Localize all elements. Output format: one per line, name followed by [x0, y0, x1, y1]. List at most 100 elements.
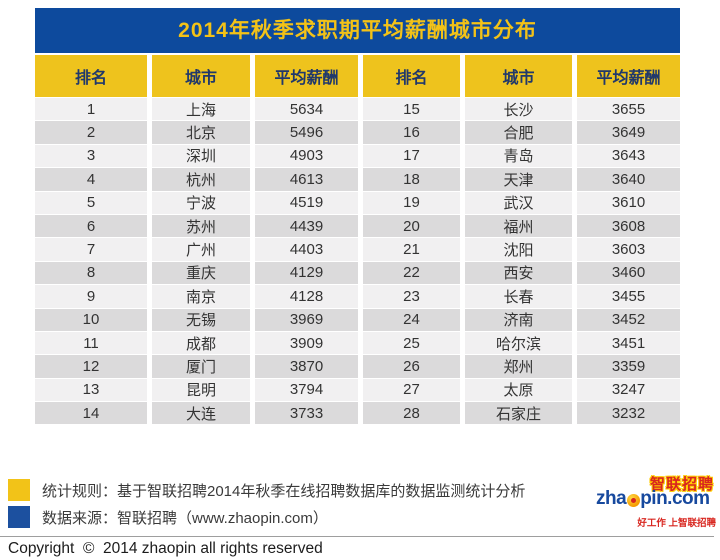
rank-cell: 2	[35, 121, 147, 144]
legend-source-text: 数据来源：智联招聘（www.zhaopin.com）	[42, 509, 328, 527]
city-cell: 沈阳	[465, 238, 572, 261]
table-grid: 排名 城市 平均薪酬 排名 城市 平均薪酬 1 上海 5634 15 长沙 3655 2 北京 5496 16…	[35, 55, 680, 425]
salary-cell: 3640	[577, 168, 680, 191]
salary-cell: 3870	[255, 355, 358, 378]
salary-cell: 3232	[577, 402, 680, 425]
salary-cell: 3909	[255, 331, 358, 355]
legend-source-swatch	[8, 506, 30, 528]
salary-cell: 4439	[255, 214, 358, 238]
city-cell: 成都	[152, 331, 250, 355]
city-cell: 青岛	[465, 144, 572, 168]
city-cell: 长沙	[465, 98, 572, 121]
salary-cell: 3452	[577, 308, 680, 331]
footer-divider	[0, 536, 714, 537]
rank-cell: 24	[363, 308, 460, 331]
legend-rule-swatch	[8, 479, 30, 501]
rank-cell: 14	[35, 402, 147, 425]
rank-cell: 21	[363, 238, 460, 261]
rank-cell: 9	[35, 285, 147, 308]
header-cell: 平均薪酬	[255, 55, 358, 97]
zhaopin-logo: 智联招聘 zha pin.com 好工作 上智联招聘	[596, 473, 716, 531]
rank-cell: 27	[363, 378, 460, 402]
city-cell: 郑州	[465, 355, 572, 378]
salary-cell: 3455	[577, 285, 680, 308]
salary-cell: 3608	[577, 214, 680, 238]
rank-cell: 3	[35, 144, 147, 168]
city-cell: 宁波	[152, 191, 250, 214]
rank-cell: 15	[363, 98, 460, 121]
rank-cell: 10	[35, 308, 147, 331]
header-cell: 平均薪酬	[577, 55, 680, 97]
rank-cell: 28	[363, 402, 460, 425]
salary-cell: 3603	[577, 238, 680, 261]
salary-cell: 3460	[577, 261, 680, 285]
logo-en-prefix: zha	[596, 488, 627, 509]
rank-cell: 23	[363, 285, 460, 308]
rank-cell: 12	[35, 355, 147, 378]
salary-cell: 4129	[255, 261, 358, 285]
rank-cell: 6	[35, 214, 147, 238]
city-cell: 武汉	[465, 191, 572, 214]
city-cell: 厦门	[152, 355, 250, 378]
city-cell: 杭州	[152, 168, 250, 191]
city-cell: 长春	[465, 285, 572, 308]
salary-table: 2014年秋季求职期平均薪酬城市分布 排名 城市 平均薪酬 排名 城市 平均薪酬 1 上海 56…	[35, 8, 680, 425]
city-cell: 上海	[152, 98, 250, 121]
city-cell: 天津	[465, 168, 572, 191]
header-cell: 排名	[363, 55, 460, 97]
rank-cell: 13	[35, 378, 147, 402]
logo-ball-icon	[627, 493, 641, 507]
rank-cell: 8	[35, 261, 147, 285]
city-cell: 深圳	[152, 144, 250, 168]
city-cell: 合肥	[465, 121, 572, 144]
rank-cell: 20	[363, 214, 460, 238]
city-cell: 太原	[465, 378, 572, 402]
rank-cell: 22	[363, 261, 460, 285]
salary-cell: 3649	[577, 121, 680, 144]
salary-cell: 3794	[255, 378, 358, 402]
city-cell: 济南	[465, 308, 572, 331]
salary-cell: 5634	[255, 98, 358, 121]
salary-cell: 4519	[255, 191, 358, 214]
salary-cell: 3655	[577, 98, 680, 121]
logo-tagline: 好工作 上智联招聘	[637, 518, 716, 529]
salary-cell: 3643	[577, 144, 680, 168]
rank-cell: 4	[35, 168, 147, 191]
legend-rule: 统计规则：基于智联招聘2014年秋季在线招聘数据库的数据监测统计分析	[8, 479, 525, 501]
city-cell: 昆明	[152, 378, 250, 402]
logo-cn-text: 智联招聘	[649, 476, 714, 493]
salary-cell: 3247	[577, 378, 680, 402]
legend-source: 数据来源：智联招聘（www.zhaopin.com）	[8, 506, 328, 528]
rank-cell: 16	[363, 121, 460, 144]
rank-cell: 18	[363, 168, 460, 191]
city-cell: 石家庄	[465, 402, 572, 425]
logo-en-text: zha pin.com	[596, 488, 710, 510]
rank-cell: 5	[35, 191, 147, 214]
rank-cell: 11	[35, 331, 147, 355]
header-cell: 城市	[152, 55, 250, 97]
city-cell: 大连	[152, 402, 250, 425]
rank-cell: 26	[363, 355, 460, 378]
header-cell: 城市	[465, 55, 572, 97]
rank-cell: 19	[363, 191, 460, 214]
header-cell: 排名	[35, 55, 147, 97]
salary-cell: 4128	[255, 285, 358, 308]
salary-cell: 3610	[577, 191, 680, 214]
city-cell: 重庆	[152, 261, 250, 285]
rank-cell: 7	[35, 238, 147, 261]
salary-cell: 3359	[577, 355, 680, 378]
rank-cell: 1	[35, 98, 147, 121]
copyright-text: Copyright © 2014 zhaopin all rights rese…	[8, 540, 323, 557]
logo-en-suffix: pin.com	[640, 488, 710, 509]
city-cell: 苏州	[152, 214, 250, 238]
city-cell: 哈尔滨	[465, 331, 572, 355]
rank-cell: 17	[363, 144, 460, 168]
legend-rule-text: 统计规则：基于智联招聘2014年秋季在线招聘数据库的数据监测统计分析	[42, 482, 526, 500]
salary-cell: 3451	[577, 331, 680, 355]
salary-cell: 3969	[255, 308, 358, 331]
salary-cell: 4403	[255, 238, 358, 261]
salary-cell: 3733	[255, 402, 358, 425]
city-cell: 无锡	[152, 308, 250, 331]
city-cell: 西安	[465, 261, 572, 285]
rank-cell: 25	[363, 331, 460, 355]
